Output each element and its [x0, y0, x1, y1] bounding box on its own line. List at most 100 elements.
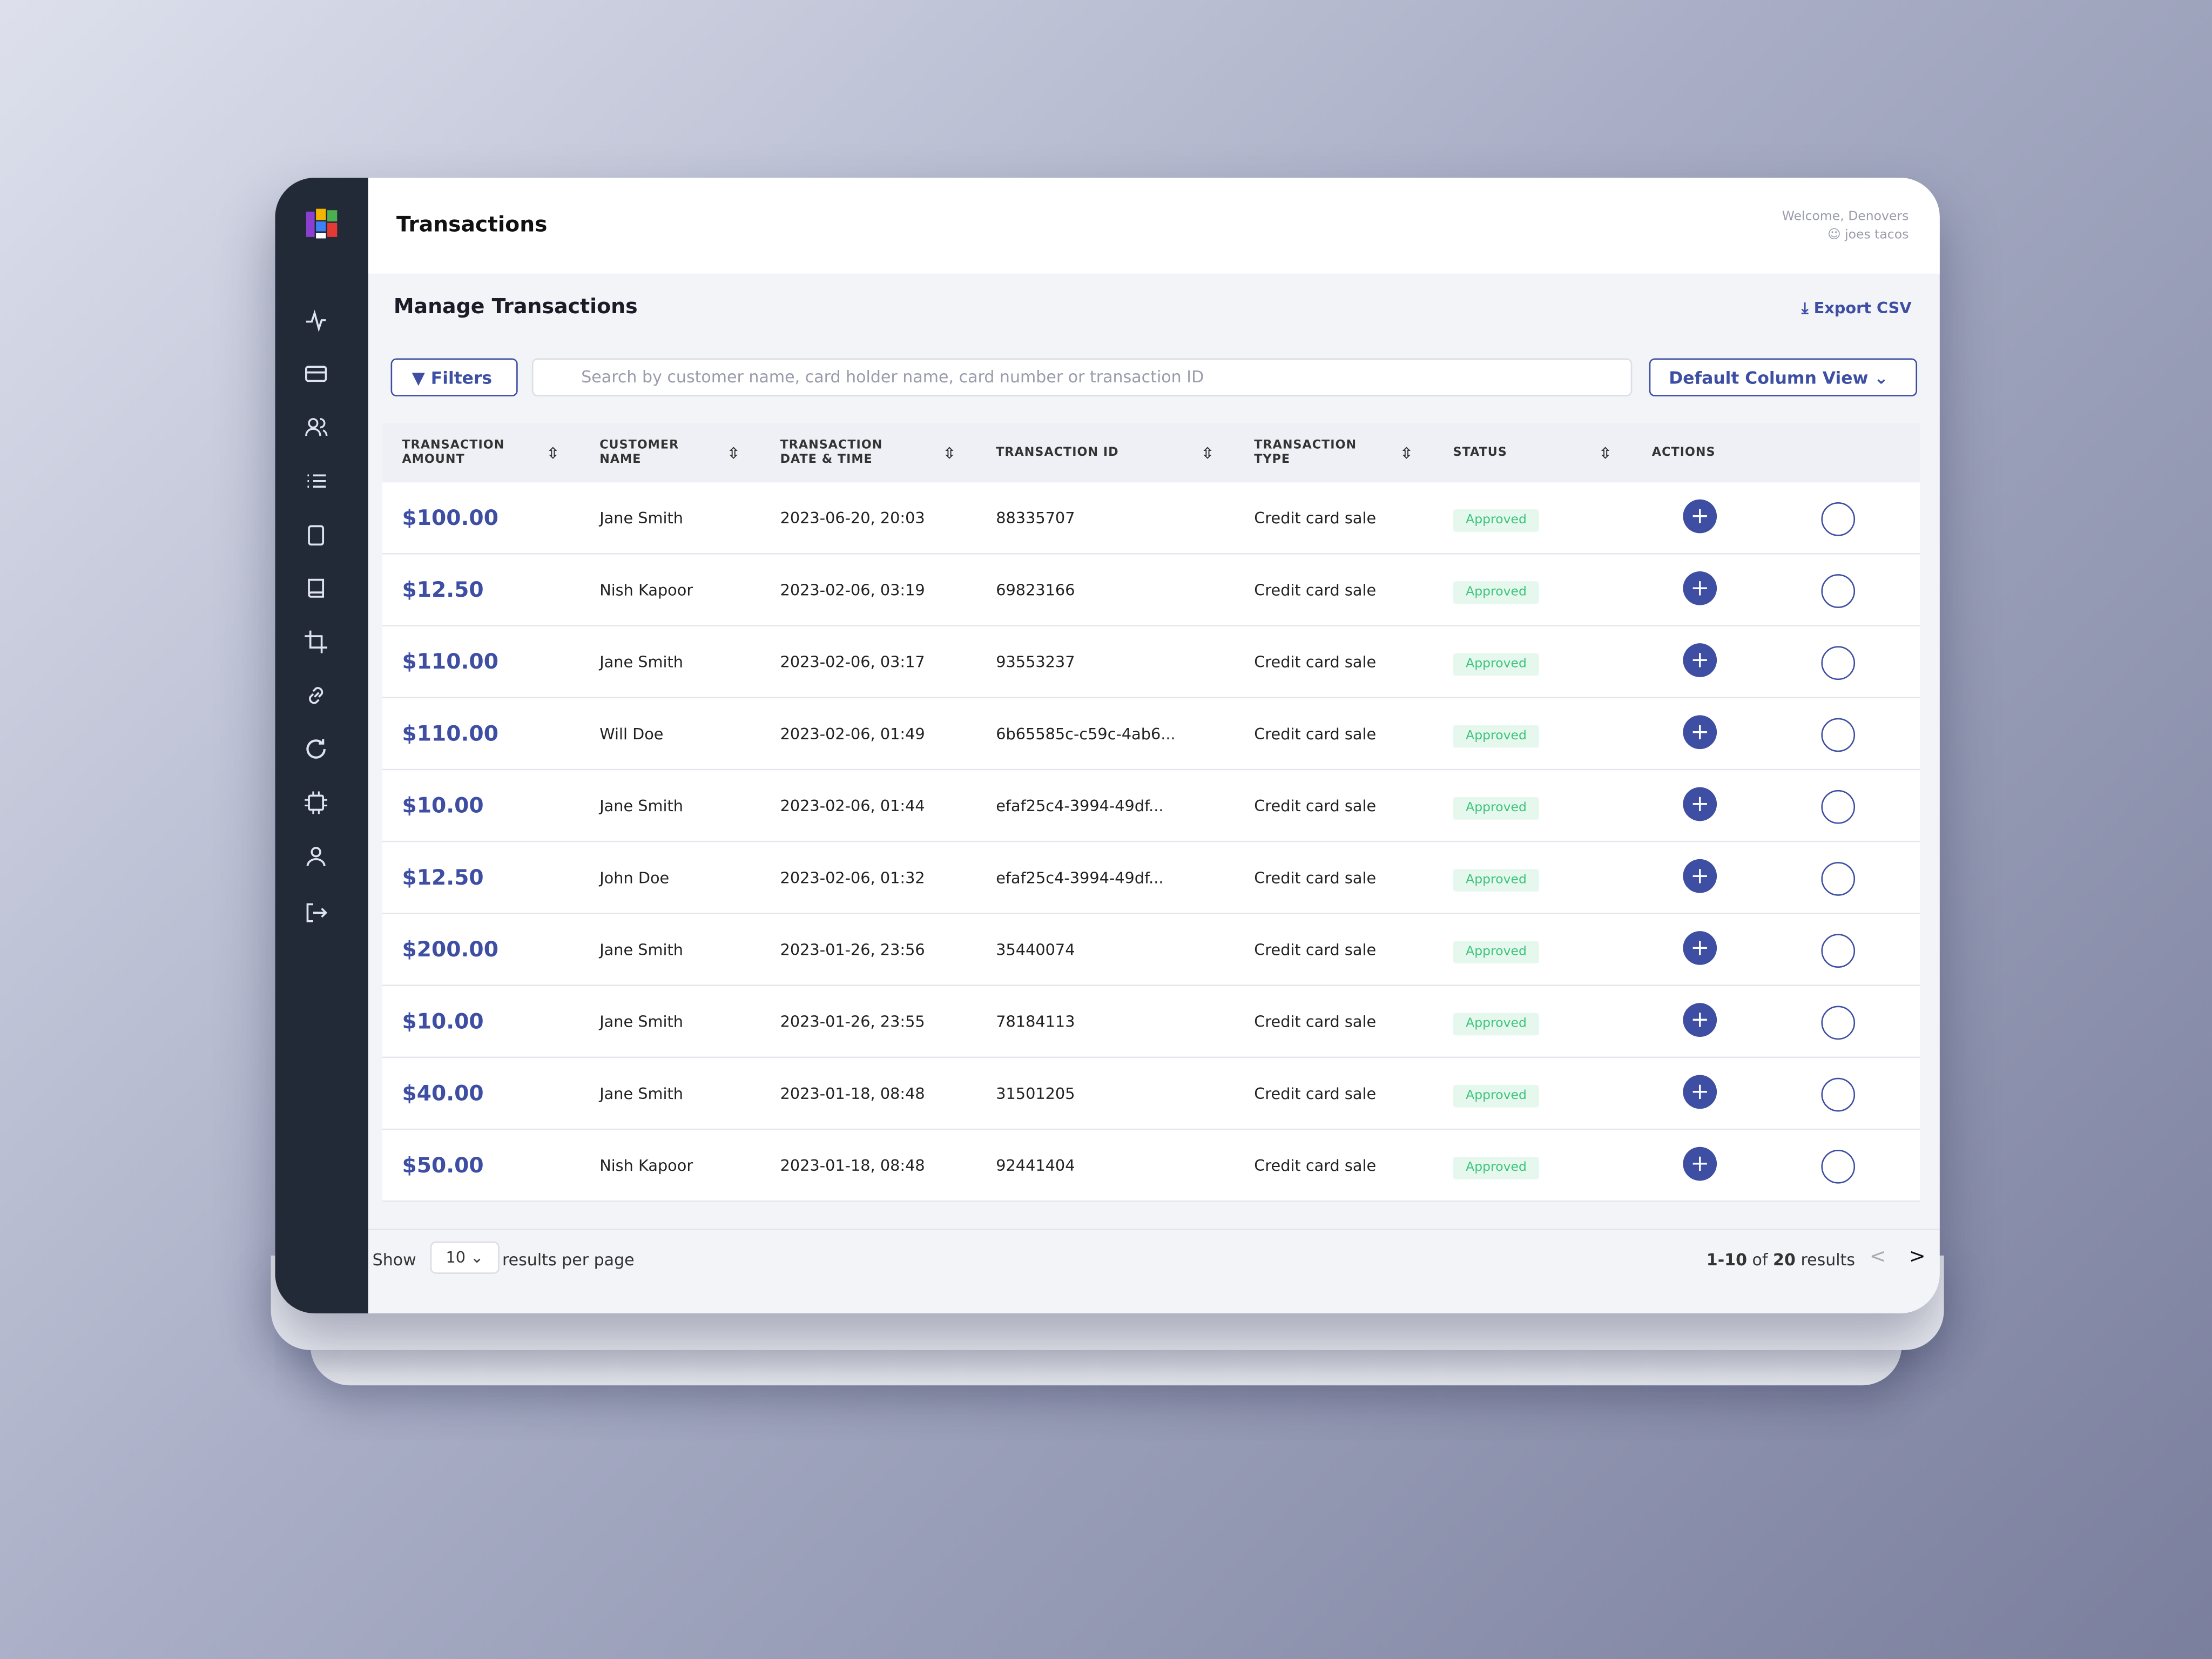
sort-icon[interactable]: ⇳	[1599, 443, 1613, 462]
export-button[interactable]: ⤓ Export CSV	[1801, 299, 1912, 318]
table-row: $10.00 Jane Smith 2023-01-26, 23:55 7818411…	[382, 986, 1920, 1058]
cell: Credit card sale	[1235, 1084, 1433, 1103]
nav-profile[interactable]	[304, 844, 329, 869]
actions-cell: +	[1632, 571, 1920, 608]
nav-chip[interactable]	[304, 790, 329, 815]
customer-name: Jane Smith	[599, 652, 684, 671]
column-header[interactable]: TRANSACTION TYPE ⇳	[1235, 439, 1433, 467]
cell: Jane Smith	[580, 940, 760, 959]
nav-refunds[interactable]	[304, 737, 329, 762]
result-range: 1-10	[1706, 1250, 1747, 1270]
column-header[interactable]: TRANSACTION DATE & TIME ⇳	[760, 439, 976, 467]
nav-link[interactable]	[304, 683, 329, 708]
status: Approved	[1453, 580, 1540, 603]
sort-icon[interactable]: ⇳	[942, 443, 957, 462]
column-header-text: STATUS	[1453, 446, 1507, 460]
expand-button[interactable]	[1821, 934, 1856, 968]
expand-button[interactable]	[1821, 1149, 1856, 1184]
transaction-id: 88335707	[996, 508, 1075, 527]
add-button[interactable]: +	[1683, 859, 1717, 893]
welcome: Welcome, Denovers ☺ joes tacos	[1782, 209, 1909, 246]
column-header[interactable]: CUSTOMER NAME ⇳	[580, 439, 760, 467]
cell: 92441404	[976, 1156, 1235, 1175]
add-button[interactable]: +	[1683, 1147, 1717, 1181]
date-time: 2023-02-06, 03:17	[780, 652, 925, 671]
nav-cards[interactable]	[304, 361, 329, 387]
expand-button[interactable]	[1821, 502, 1856, 536]
next-page[interactable]: >	[1909, 1245, 1926, 1269]
add-button[interactable]: +	[1683, 787, 1717, 821]
amount: $12.50	[402, 865, 484, 891]
sort-icon[interactable]: ⇳	[546, 443, 561, 462]
user-name[interactable]: ☺ joes tacos	[1827, 228, 1909, 243]
column-header[interactable]: STATUS ⇳	[1433, 444, 1632, 462]
filters-button[interactable]: ▼ Filters	[390, 358, 518, 397]
cell: Nish Kapoor	[580, 1156, 760, 1175]
cell: Credit card sale	[1235, 1156, 1433, 1175]
date-time: 2023-02-06, 01:44	[780, 796, 925, 815]
nav-book[interactable]	[304, 576, 329, 601]
sort-icon[interactable]: ⇳	[727, 443, 741, 462]
add-button[interactable]: +	[1683, 715, 1717, 750]
transaction-type: Credit card sale	[1254, 940, 1377, 959]
expand-button[interactable]	[1821, 862, 1856, 896]
date-time: 2023-02-06, 01:32	[780, 868, 925, 887]
column-header[interactable]: TRANSACTION ID ⇳	[976, 444, 1235, 462]
nav-logout[interactable]	[304, 900, 329, 926]
nav-crop[interactable]	[304, 629, 329, 655]
cell: Approved	[1433, 1156, 1632, 1179]
add-button[interactable]: +	[1683, 571, 1717, 605]
expand-button[interactable]	[1821, 646, 1856, 680]
table-row: $110.00 Will Doe 2023-02-06, 01:49 6b65585c…	[382, 698, 1920, 771]
sort-icon[interactable]: ⇳	[1201, 443, 1215, 462]
cell: Jane Smith	[580, 1084, 760, 1103]
cell: 2023-02-06, 03:19	[760, 581, 976, 599]
actions-cell: +	[1632, 1147, 1920, 1184]
nav-clipboard[interactable]	[304, 522, 329, 548]
expand-button[interactable]	[1821, 1077, 1856, 1112]
transaction-id: 93553237	[996, 652, 1075, 671]
nav-activity[interactable]	[304, 307, 329, 333]
app-window: Transactions Welcome, Denovers ☺ joes tac…	[275, 178, 1940, 1313]
add-button[interactable]: +	[1683, 643, 1717, 677]
cell: Credit card sale	[1235, 868, 1433, 887]
transaction-type: Credit card sale	[1254, 868, 1377, 887]
cell: 6b65585c-c59c-4ab6...	[976, 724, 1235, 743]
add-button[interactable]: +	[1683, 1003, 1717, 1037]
search-input[interactable]: Search by customer name, card holder nam…	[531, 358, 1633, 397]
cell: Jane Smith	[580, 652, 760, 671]
column-header-text: TRANSACTION DATE & TIME	[780, 439, 883, 467]
column-header-text: TRANSACTION ID	[996, 446, 1119, 460]
result-total: 20	[1773, 1250, 1796, 1270]
column-view-button[interactable]: Default Column View ⌄	[1649, 358, 1918, 397]
cell: Credit card sale	[1235, 724, 1433, 743]
actions-cell: +	[1632, 859, 1920, 896]
add-button[interactable]: +	[1683, 931, 1717, 965]
cell: Approved	[1433, 940, 1632, 963]
search-placeholder: Search by customer name, card holder nam…	[581, 367, 1204, 387]
cell: 2023-02-06, 01:49	[760, 724, 976, 743]
expand-button[interactable]	[1821, 718, 1856, 752]
expand-button[interactable]	[1821, 1006, 1856, 1040]
nav-customers[interactable]	[304, 415, 329, 440]
column-header-text: TRANSACTION TYPE	[1254, 439, 1357, 467]
expand-button[interactable]	[1821, 574, 1856, 608]
prev-page[interactable]: <	[1869, 1245, 1886, 1269]
actions-cell: +	[1632, 931, 1920, 968]
add-button[interactable]: +	[1683, 499, 1717, 534]
transaction-type: Credit card sale	[1254, 508, 1377, 527]
column-header[interactable]: TRANSACTION AMOUNT ⇳	[382, 439, 580, 467]
add-button[interactable]: +	[1683, 1075, 1717, 1109]
filters-text: Filters	[430, 368, 493, 388]
pagination: Show 10 ⌄ results per page 1-10 of 20 re…	[368, 1229, 1940, 1313]
actions-cell: +	[1632, 715, 1920, 752]
per-page-select[interactable]: 10 ⌄	[430, 1241, 499, 1274]
transactions-table: TRANSACTION AMOUNT ⇳ CUSTOMER NAME ⇳ TRANSAC…	[382, 423, 1920, 1202]
cell: Credit card sale	[1235, 581, 1433, 599]
cell: Jane Smith	[580, 797, 760, 815]
nav-list[interactable]	[304, 468, 329, 494]
sort-icon[interactable]: ⇳	[1400, 443, 1414, 462]
expand-button[interactable]	[1821, 790, 1856, 824]
amount: $100.00	[402, 505, 498, 531]
